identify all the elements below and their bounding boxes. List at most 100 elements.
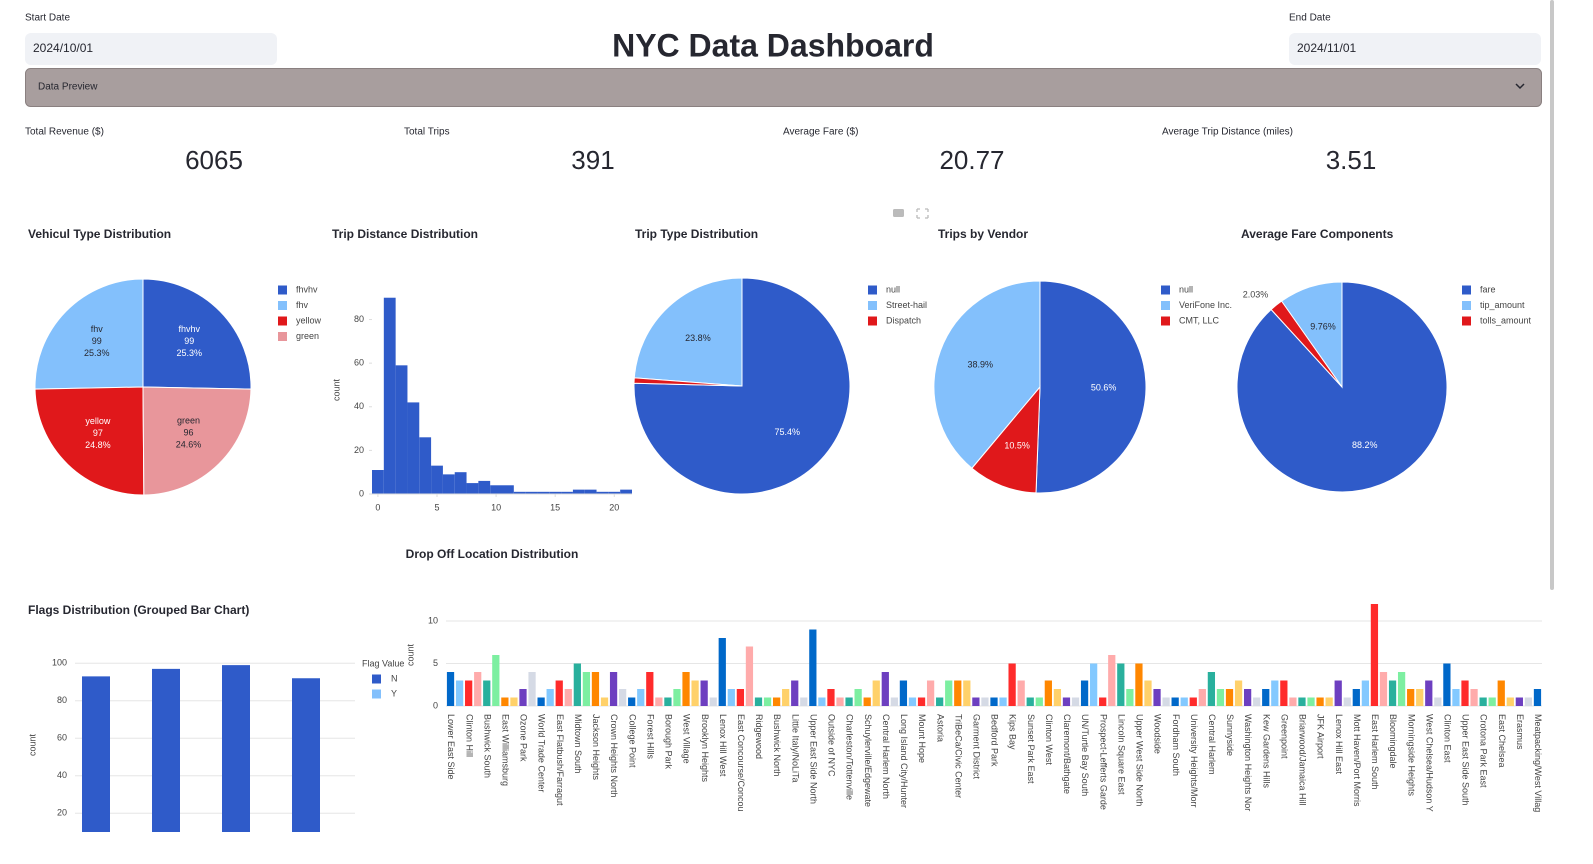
bar (691, 680, 699, 706)
bar (555, 680, 563, 706)
x-tick-label: Sunnyside (1225, 714, 1235, 756)
bar (700, 680, 708, 706)
x-tick-label: JFK Airport (1316, 714, 1326, 759)
bar (1035, 697, 1043, 706)
start-date-input[interactable] (25, 33, 277, 65)
bar (1416, 689, 1424, 706)
bar (537, 697, 545, 706)
histogram-bar (525, 491, 538, 494)
x-tick-label: World Trade Center (537, 714, 547, 792)
slice-label: 10.5% (1004, 441, 1030, 451)
bar (1008, 663, 1016, 706)
x-tick-label: East Chelsea (1497, 714, 1507, 768)
histogram-bar (395, 365, 408, 494)
scrollbar (1550, 0, 1554, 590)
bar (1361, 680, 1369, 706)
bar (573, 663, 581, 706)
y-tick-label: 20 (57, 808, 67, 818)
x-tick-label: Greenpoint (1279, 714, 1289, 759)
x-tick-label: 20 (609, 502, 619, 512)
histogram-bar (572, 489, 585, 494)
y-tick-label: 40 (57, 770, 67, 780)
x-tick-label: Midtown South (573, 714, 583, 774)
bar (446, 672, 455, 706)
pie-slice (933, 280, 1041, 469)
bar (1216, 689, 1225, 706)
x-tick-label: Mount Hope (917, 714, 927, 763)
bar (1253, 697, 1261, 706)
bar (736, 689, 745, 706)
x-tick-label: East Harlem South (1370, 714, 1380, 790)
chart: Drop Off Location Distribution 0 5 10 count L… (405, 547, 1543, 812)
x-tick-label: 0 (375, 502, 380, 512)
camera-icon[interactable] (893, 209, 904, 217)
bar (609, 672, 618, 706)
chart: Average Fare Components 88.2% 9.76% 2.03% fa… (1236, 227, 1532, 493)
metric-label: Average Fare ($) (783, 127, 858, 138)
pie-slice (142, 386, 252, 496)
legend-swatch (868, 285, 877, 295)
bar (619, 689, 627, 706)
bar (1497, 680, 1505, 706)
bar (1307, 697, 1315, 706)
x-tick-label: Brooklyn Heights (700, 714, 710, 783)
bar (1017, 680, 1025, 706)
x-tick-label: Kew Gardens Hills (1261, 714, 1271, 789)
bar (872, 680, 880, 706)
bar (1225, 689, 1234, 706)
histogram-bar (372, 470, 384, 494)
y-tick-label: 100 (52, 658, 67, 668)
legend-swatch (1462, 285, 1471, 295)
bar (936, 697, 944, 706)
chart-title: Flags Distribution (Grouped Bar Chart) (28, 603, 249, 617)
metric-value: 3.51 (1326, 145, 1377, 175)
page-title: NYC Data Dashboard (612, 27, 934, 63)
bar (1126, 689, 1134, 706)
slice-percent: 25.3% (84, 348, 110, 358)
fullscreen-icon[interactable] (916, 208, 929, 219)
metric-value: 20.77 (939, 145, 1004, 175)
chart: Trip Distance Distribution 0 20 40 60 80 count… (331, 227, 632, 512)
metric-value: 391 (571, 145, 614, 175)
bar (772, 697, 781, 706)
x-tick-label: Clinton West (1044, 714, 1054, 765)
expander[interactable] (25, 68, 1542, 107)
bar (582, 672, 591, 706)
bar (990, 697, 998, 706)
end-date-input[interactable] (1289, 33, 1541, 65)
histogram-bar (466, 483, 479, 494)
slice-label: yellow (85, 416, 111, 426)
x-tick-label: University Heights/Morr (1189, 714, 1199, 808)
bar (1388, 680, 1397, 706)
x-tick-label: TriBeCa/Civic Center (953, 714, 963, 798)
bar (727, 689, 735, 706)
bar (510, 697, 518, 706)
bar (1053, 689, 1062, 706)
histogram-bar (608, 491, 621, 494)
legend-label: fhv (296, 300, 309, 310)
pie-slice (142, 278, 252, 390)
bar (890, 697, 898, 706)
x-tick-label: East Concourse/Concou (736, 714, 746, 812)
legend-swatch (1161, 316, 1170, 326)
x-tick-label: UN/Turtle Bay South (1080, 714, 1090, 796)
bar (1316, 697, 1324, 706)
bar (655, 697, 663, 706)
pie-slice (971, 385, 1041, 494)
x-tick-label: Jackson Heights (591, 714, 601, 781)
bar (1153, 689, 1161, 706)
chart: Flags Distribution (Grouped Bar Chart) 20… (27, 603, 404, 832)
y-axis-title: count (405, 643, 415, 666)
bar (465, 680, 473, 706)
bar (1515, 697, 1523, 706)
bar (474, 672, 482, 706)
x-tick-label: Garment District (972, 714, 982, 780)
metric-label: Average Trip Distance (miles) (1162, 127, 1293, 138)
bar (917, 697, 926, 706)
x-tick-label: Sunset Park East (1026, 714, 1036, 784)
histogram-bar (442, 474, 455, 494)
slice-label: 50.6% (1091, 383, 1117, 393)
chart-title: Trip Distance Distribution (332, 227, 478, 241)
legend-label: CMT, LLC (1179, 315, 1220, 325)
bar (1298, 697, 1306, 706)
